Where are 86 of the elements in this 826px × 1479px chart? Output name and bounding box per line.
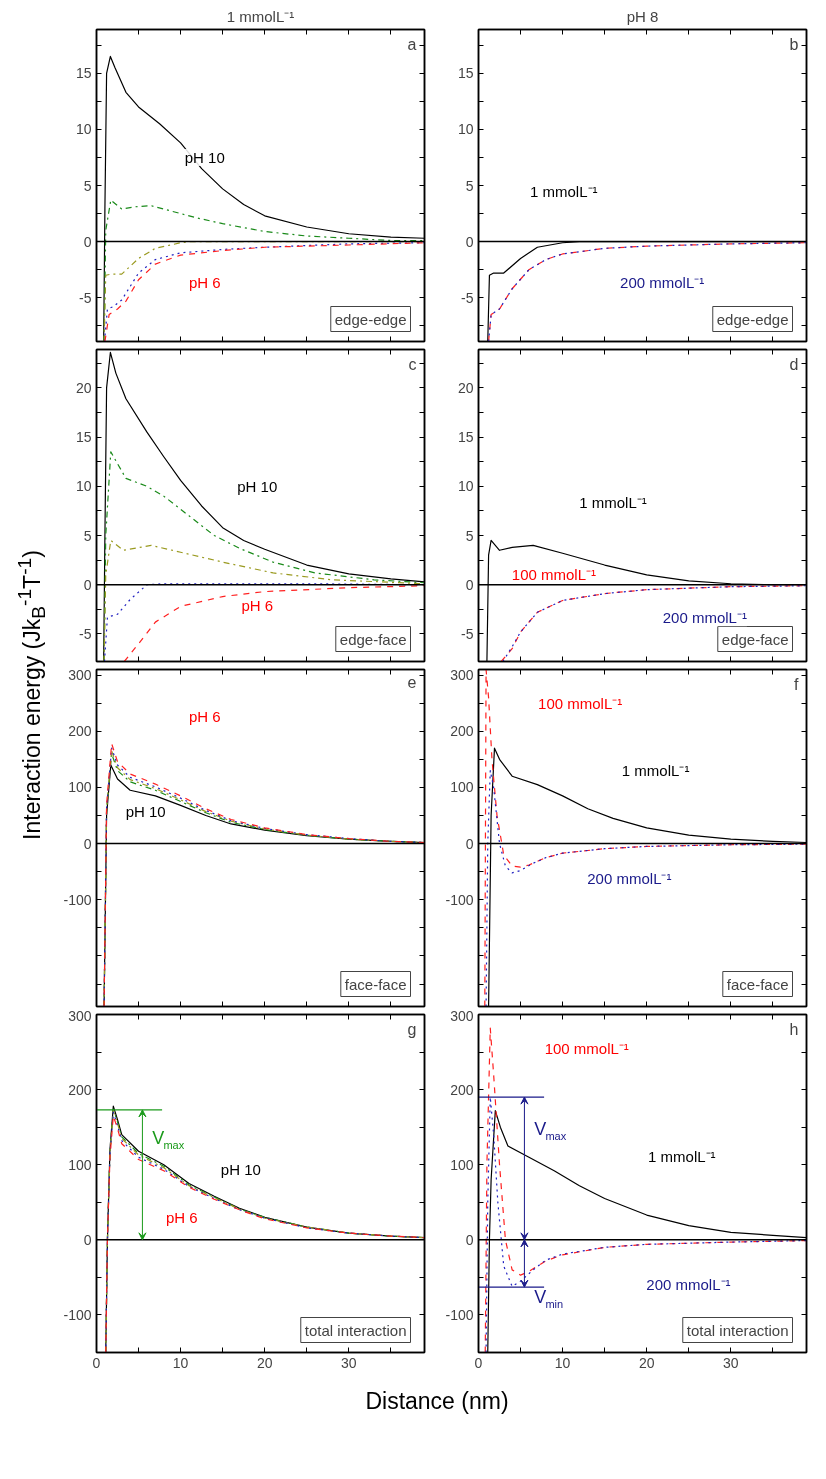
y-tick-label: 15	[75, 429, 92, 446]
annotation: f	[794, 675, 800, 693]
annotation: 100 mmolL⁻¹	[544, 1039, 629, 1057]
annotation: 1 mmolL⁻¹	[579, 493, 647, 511]
annotation: pH 6	[188, 273, 221, 291]
annotation: 200 mmolL⁻¹	[646, 1276, 731, 1294]
annotation: pH 10	[184, 148, 225, 166]
x-tick-label: 30	[723, 1354, 739, 1371]
annotation: total interaction	[304, 1321, 407, 1339]
y-tick-label: 100	[450, 1156, 474, 1173]
y-tick-label: 200	[450, 723, 474, 740]
y-tick-label: 0	[83, 576, 92, 593]
annotation: 100 mmolL⁻¹	[511, 565, 597, 583]
x-axis-title: Distance (nm)	[364, 1387, 510, 1416]
annotation: 1 mmolL⁻¹	[648, 1147, 716, 1165]
y-tick-label: 100	[68, 1156, 92, 1173]
y-tick-label: -100	[63, 891, 92, 908]
y-tick-label: -5	[79, 625, 92, 642]
y-tick-label: -100	[445, 1306, 474, 1323]
y-tick-label: 100	[68, 779, 92, 796]
y-tick-label: 0	[465, 835, 474, 852]
y-tick-label: 10	[457, 121, 474, 138]
y-tick-label: -5	[461, 289, 474, 306]
y-tick-label: 200	[68, 723, 92, 740]
y-tick-label: 0	[83, 233, 92, 250]
annotation: 200 mmolL⁻¹	[662, 609, 747, 627]
x-tick-label: 10	[172, 1354, 189, 1371]
y-tick-label: 10	[75, 478, 92, 495]
annotation: a	[407, 35, 417, 53]
annotation: h	[789, 1020, 799, 1038]
y-tick-label: 300	[450, 1007, 474, 1024]
annotation: pH 10	[125, 802, 166, 820]
y-tick-label: 0	[83, 1231, 92, 1248]
annotation: pH 10	[220, 1161, 261, 1179]
y-tick-label: 10	[75, 121, 92, 138]
y-tick-label: 5	[465, 177, 474, 194]
y-tick-label: 15	[457, 65, 474, 82]
annotation: e	[407, 673, 417, 691]
y-tick-label: 15	[75, 65, 92, 82]
annotation: total interaction	[686, 1321, 789, 1339]
y-tick-label: 300	[450, 667, 474, 684]
y-tick-label: -100	[445, 891, 474, 908]
annotation: b	[789, 35, 799, 53]
annotation: pH 6	[165, 1208, 198, 1226]
y-tick-label: 10	[457, 478, 474, 495]
annotation: 1 mmolL⁻¹	[530, 183, 598, 201]
annotation: pH 6	[241, 596, 274, 614]
y-tick-label: 0	[83, 835, 92, 852]
annotation: c	[408, 355, 417, 373]
annotation: face-face	[726, 975, 789, 993]
y-tick-label: 200	[68, 1081, 92, 1098]
y-tick-label: 100	[450, 779, 474, 796]
annotation: edge-edge	[334, 310, 407, 328]
y-tick-label: 5	[83, 527, 92, 544]
annotation: pH 6	[188, 708, 221, 726]
annotation: 200 mmolL⁻¹	[587, 869, 672, 887]
annotation: d	[789, 355, 799, 373]
annotation: edge-edge	[716, 310, 789, 328]
y-tick-label: 20	[457, 379, 474, 396]
annotation: 100 mmolL⁻¹	[538, 694, 623, 712]
annotation: g	[407, 1020, 417, 1038]
y-tick-label: 300	[68, 667, 92, 684]
annotation: 200 mmolL⁻¹	[620, 273, 705, 291]
x-tick-label: 30	[341, 1354, 357, 1371]
annotation: pH 10	[237, 478, 278, 496]
y-tick-label: 0	[465, 233, 474, 250]
chart-title: 1 mmolL⁻¹	[226, 7, 295, 25]
y-tick-label: 200	[450, 1081, 474, 1098]
annotation: 1 mmolL⁻¹	[621, 762, 690, 780]
annotation: edge-face	[721, 630, 789, 648]
y-tick-label: 0	[465, 1231, 474, 1248]
chart-title: pH 8	[626, 7, 659, 25]
y-tick-label: -100	[63, 1306, 92, 1323]
y-tick-label: -5	[461, 625, 474, 642]
y-tick-label: -5	[79, 289, 92, 306]
y-tick-label: 5	[465, 527, 474, 544]
x-tick-label: 20	[638, 1354, 655, 1371]
y-tick-label: 5	[83, 177, 92, 194]
y-tick-label: 20	[75, 379, 92, 396]
annotation: face-face	[344, 975, 407, 993]
x-tick-label: 20	[256, 1354, 273, 1371]
annotation: edge-face	[339, 630, 407, 648]
y-tick-label: 0	[465, 576, 474, 593]
y-tick-label: 300	[68, 1007, 92, 1024]
x-tick-label: 10	[554, 1354, 571, 1371]
y-tick-label: 15	[457, 429, 474, 446]
